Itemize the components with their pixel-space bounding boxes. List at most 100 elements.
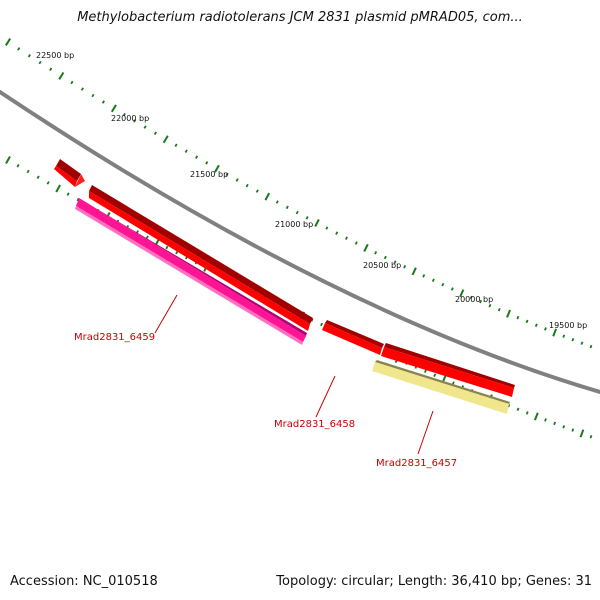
outer-minor-tick bbox=[122, 112, 126, 117]
outer-minor-tick bbox=[431, 278, 435, 282]
inner-minor-tick bbox=[26, 169, 30, 174]
outer-major-tick bbox=[58, 71, 65, 80]
scale-ticks-outer bbox=[4, 38, 593, 349]
scale-label-21500: 21500 bp bbox=[190, 170, 228, 179]
topology-summary: Topology: circular; Length: 36,410 bp; G… bbox=[276, 574, 592, 589]
map-title: Methylobacterium radiotolerans JCM 2831 … bbox=[77, 10, 523, 25]
outer-major-tick bbox=[459, 289, 465, 298]
outer-minor-tick bbox=[174, 143, 178, 148]
inner-minor-tick bbox=[507, 403, 511, 408]
outer-minor-tick bbox=[479, 299, 483, 304]
inner-minor-tick bbox=[66, 192, 70, 196]
inner-minor-tick bbox=[553, 421, 557, 426]
gene-labels: Mrad2831_6459 Mrad2831_6458 Mrad2831_645… bbox=[74, 332, 457, 469]
outer-minor-tick bbox=[422, 274, 426, 278]
outer-minor-tick bbox=[383, 255, 387, 260]
outer-major-tick bbox=[506, 309, 512, 318]
cds-feature-6457[interactable] bbox=[381, 343, 515, 397]
inner-minor-tick bbox=[525, 411, 529, 415]
inner-major-tick bbox=[579, 429, 585, 438]
inner-minor-tick bbox=[451, 381, 455, 385]
inner-minor-tick bbox=[516, 407, 520, 412]
inner-minor-tick bbox=[145, 235, 149, 239]
outer-major-tick bbox=[4, 38, 12, 46]
outer-major-tick bbox=[162, 135, 169, 144]
inner-major-tick bbox=[55, 184, 61, 193]
outer-minor-tick bbox=[450, 287, 454, 291]
inner-minor-tick bbox=[544, 418, 547, 422]
cds-feature-6458[interactable] bbox=[322, 320, 384, 355]
leader-6458 bbox=[315, 375, 336, 418]
outer-minor-tick bbox=[534, 323, 538, 327]
outer-minor-tick bbox=[335, 231, 339, 235]
outer-minor-tick bbox=[91, 93, 95, 98]
gene-label-6458[interactable]: Mrad2831_6458 bbox=[274, 419, 355, 430]
inner-minor-tick bbox=[589, 435, 593, 439]
inner-minor-tick bbox=[175, 250, 179, 255]
outer-major-tick bbox=[363, 243, 369, 252]
inner-minor-tick bbox=[571, 428, 575, 432]
inner-minor-tick bbox=[423, 369, 427, 373]
outer-minor-tick bbox=[38, 60, 42, 65]
outer-minor-tick bbox=[255, 189, 259, 193]
outer-minor-tick bbox=[205, 161, 209, 165]
backbone-line bbox=[0, 90, 600, 394]
accession-text: Accession: NC_010518 bbox=[10, 574, 158, 589]
outer-minor-tick bbox=[488, 303, 492, 308]
outer-minor-tick bbox=[295, 210, 299, 215]
outer-major-tick bbox=[552, 328, 558, 337]
outer-minor-tick bbox=[571, 337, 575, 342]
scale-label-21000: 21000 bp bbox=[275, 220, 313, 229]
inner-minor-tick bbox=[16, 164, 20, 168]
outer-minor-tick bbox=[27, 54, 31, 58]
outer-minor-tick bbox=[225, 172, 229, 177]
gene-label-6457[interactable]: Mrad2831_6457 bbox=[376, 458, 457, 469]
scale-labels: 22500 bp 22000 bp 21500 bp 21000 bp 2050… bbox=[36, 51, 587, 330]
outer-minor-tick bbox=[525, 319, 529, 324]
outer-minor-tick bbox=[497, 307, 501, 312]
outer-major-tick bbox=[110, 104, 117, 113]
inner-minor-tick bbox=[562, 425, 566, 429]
scale-label-22000: 22000 bp bbox=[111, 114, 149, 123]
leader-6459 bbox=[154, 294, 178, 334]
outer-minor-tick bbox=[403, 265, 407, 269]
outer-minor-tick bbox=[80, 87, 84, 91]
outer-minor-tick bbox=[374, 251, 378, 255]
outer-minor-tick bbox=[70, 80, 74, 85]
inner-major-tick bbox=[5, 156, 11, 164]
outer-minor-tick bbox=[153, 131, 157, 135]
outer-minor-tick bbox=[245, 183, 249, 188]
outer-minor-tick bbox=[133, 119, 137, 123]
outer-minor-tick bbox=[354, 241, 358, 245]
cds-feature-small[interactable] bbox=[54, 159, 85, 187]
inner-minor-tick bbox=[36, 175, 40, 179]
inner-minor-tick bbox=[76, 197, 80, 202]
outer-minor-tick bbox=[17, 47, 21, 51]
feature-track bbox=[54, 159, 515, 414]
scale-label-20500: 20500 bp bbox=[363, 261, 401, 270]
outer-minor-tick bbox=[184, 149, 188, 153]
outer-minor-tick bbox=[469, 295, 473, 300]
outer-major-tick bbox=[264, 192, 271, 201]
outer-minor-tick bbox=[393, 260, 397, 264]
outer-minor-tick bbox=[101, 100, 105, 104]
outer-minor-tick bbox=[325, 226, 329, 230]
outer-minor-tick bbox=[275, 200, 279, 204]
outer-minor-tick bbox=[49, 67, 53, 71]
scale-label-20000: 20000 bp bbox=[455, 295, 493, 304]
gene-feature-6459[interactable] bbox=[75, 198, 307, 345]
cds-feature-6459-upper[interactable] bbox=[89, 185, 313, 331]
outer-minor-tick bbox=[516, 315, 520, 320]
outer-major-tick bbox=[214, 164, 220, 173]
outer-minor-tick bbox=[589, 344, 593, 349]
gene-feature-6457[interactable] bbox=[372, 360, 510, 414]
gene-label-6459[interactable]: Mrad2831_6459 bbox=[74, 332, 155, 343]
outer-minor-tick bbox=[195, 155, 199, 159]
inner-minor-tick bbox=[320, 322, 324, 327]
outer-minor-tick bbox=[344, 236, 348, 240]
scale-label-22500: 22500 bp bbox=[36, 51, 74, 60]
outer-major-tick bbox=[411, 267, 417, 276]
plasmid-backbone bbox=[0, 90, 600, 394]
